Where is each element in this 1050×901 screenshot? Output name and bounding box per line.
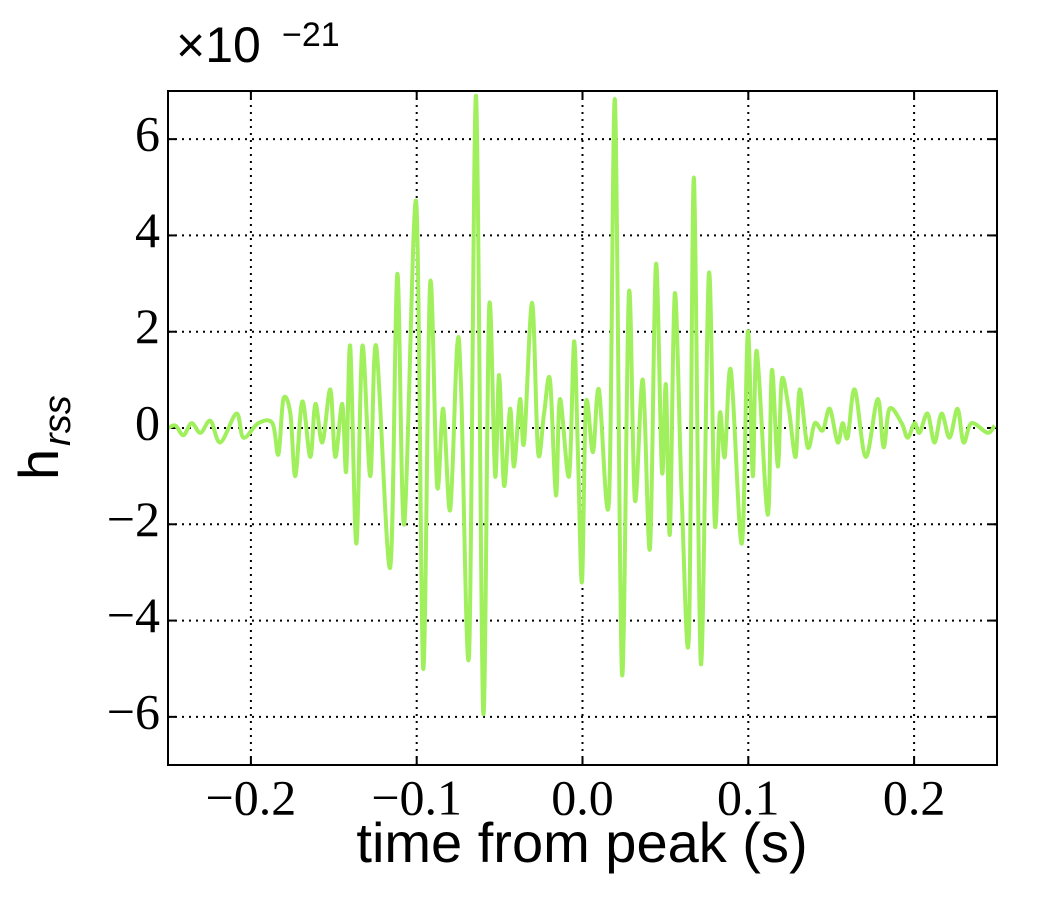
y-axis-label-main: h <box>7 449 70 480</box>
y-tick-label: −2 <box>107 491 160 547</box>
y-tick-label: 6 <box>135 106 160 162</box>
y-offset-base: ×10 <box>176 17 261 73</box>
y-axis-label: h rss <box>7 395 79 480</box>
x-tick-label: 0.2 <box>883 769 946 825</box>
y-axis-label-sub: rss <box>37 395 79 446</box>
y-tick-label: 2 <box>135 298 160 354</box>
y-tick-label: 4 <box>135 202 160 258</box>
series-line <box>168 93 997 717</box>
y-offset-exponent: −21 <box>282 16 340 54</box>
y-tick-label: −6 <box>107 683 160 739</box>
x-axis-label: time from peak (s) <box>356 811 807 874</box>
x-tick-label: 0.0 <box>551 769 614 825</box>
plot-frame <box>167 90 998 766</box>
x-tick-label: −0.2 <box>206 769 297 825</box>
x-tick-label: 0.1 <box>717 769 780 825</box>
y-tick-label: 0 <box>135 394 160 450</box>
y-tick-label: −4 <box>107 587 160 643</box>
x-tick-label: −0.1 <box>371 769 462 825</box>
